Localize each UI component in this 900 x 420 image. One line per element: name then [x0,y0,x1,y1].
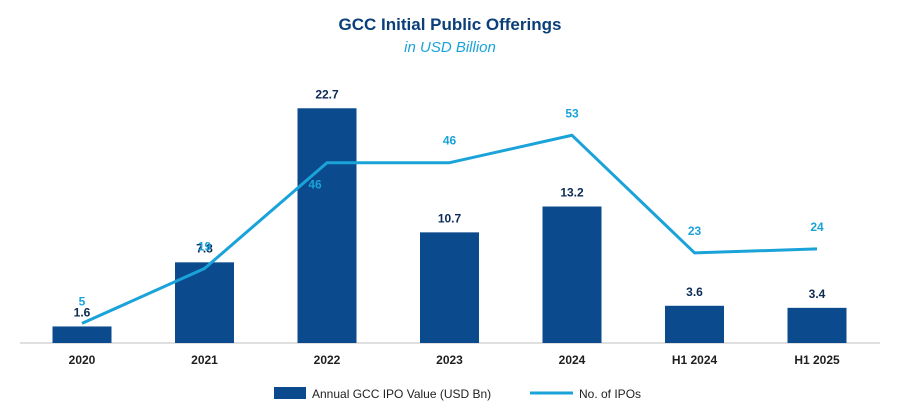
x-tick-label: H1 2024 [672,353,718,367]
x-tick-label: 2023 [436,353,463,367]
bar-5 [665,305,724,343]
line-labels-group: 5 19 46 46 53 23 24 [79,106,824,308]
bar-1 [175,262,234,343]
bar-value-label: 3.6 [686,285,703,299]
x-tick-label: 2021 [191,353,218,367]
x-tick-label: 2024 [559,353,586,367]
x-tick-label: 2022 [314,353,341,367]
bar-value-label: 13.2 [560,186,584,200]
bar-3 [420,232,479,343]
line-value-label: 23 [688,224,702,238]
line-series-ipos [81,133,818,325]
x-ticks-group: 2020 2021 2022 2023 2024 H1 2024 H1 2025 [69,353,840,367]
bar-6 [787,307,847,343]
x-tick-label: H1 2025 [794,353,840,367]
legend-bar-label: Annual GCC IPO Value (USD Bn) [312,387,491,401]
line-value-label: 19 [198,240,212,254]
bar-4 [542,206,602,343]
bar-value-label: 7.8 [196,241,213,255]
line-group [81,133,818,325]
line-value-label: 5 [79,294,86,308]
bar-labels-group: 1.6 7.8 22.7 10.7 13.2 3.6 3.4 [74,87,826,319]
bar-value-label: 22.7 [315,87,339,101]
legend-bar-swatch [274,387,306,399]
legend-line-label: No. of IPOs [579,387,641,401]
line-value-label: 46 [308,178,322,192]
bar-value-label: 1.6 [74,305,91,319]
bars-group [52,108,847,343]
bar-value-label: 10.7 [438,211,462,225]
bar-0 [52,326,112,343]
legend: Annual GCC IPO Value (USD Bn) No. of IPO… [274,387,641,401]
line-value-label: 46 [443,134,457,148]
line-value-label: 53 [565,106,579,120]
bar-value-label: 3.4 [809,287,826,301]
chart-subtitle: in USD Billion [404,39,496,56]
chart-title: GCC Initial Public Offerings [339,15,562,34]
line-value-label: 24 [810,220,824,234]
bar-2 [297,108,357,343]
x-tick-label: 2020 [69,353,96,367]
